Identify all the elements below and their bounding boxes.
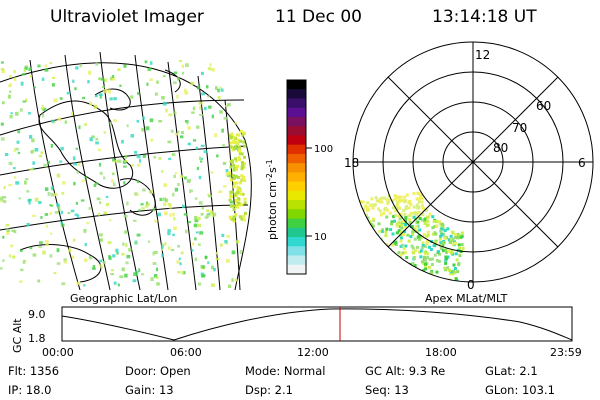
apex-label: Apex MLat/MLT	[425, 292, 508, 305]
info-mode: Mode: Normal	[245, 364, 326, 378]
info-ip: IP: 18.0	[8, 383, 52, 397]
info-door: Door: Open	[125, 364, 191, 378]
time-label: 13:14:18 UT	[432, 7, 537, 27]
date-label: 11 Dec 00	[275, 7, 362, 27]
mlt-label-12: 12	[475, 48, 490, 62]
alt-x-tick-3: 18:00	[425, 346, 457, 359]
info-glon: GLon: 103.1	[485, 383, 555, 397]
info-gcalt: GC Alt: 9.3 Re	[365, 364, 446, 378]
alt-x-tick-1: 06:00	[170, 346, 202, 359]
lat-label-80: 80	[493, 141, 508, 155]
lat-label-60: 60	[536, 99, 551, 113]
alt-x-tick-0: 00:00	[42, 346, 74, 359]
alt-axis-title: GC Alt	[11, 318, 24, 353]
instrument-title: Ultraviolet Imager	[50, 7, 204, 27]
alt-ymin: 1.8	[28, 332, 46, 345]
colorbar-tick-100: 100	[314, 144, 333, 155]
mlt-label-0: 0	[467, 278, 475, 292]
alt-x-tick-2: 12:00	[297, 346, 329, 359]
info-glat: GLat: 2.1	[485, 364, 538, 378]
alt-ymax: 9.0	[28, 308, 46, 321]
info-seq: Seq: 13	[365, 383, 409, 397]
alt-x-tick-4: 23:59	[550, 346, 582, 359]
colorbar-tick-10: 10	[314, 232, 327, 243]
mlt-label-6: 6	[578, 156, 586, 170]
info-dsp: Dsp: 2.1	[245, 383, 293, 397]
mlt-label-18: 18	[344, 156, 359, 170]
info-flt: Flt: 1356	[8, 364, 60, 378]
lat-label-70: 70	[512, 121, 527, 135]
geographic-label: Geographic Lat/Lon	[70, 292, 178, 305]
colorbar-unit: photon cm-2s-1	[265, 159, 279, 240]
info-gain: Gain: 13	[125, 383, 174, 397]
